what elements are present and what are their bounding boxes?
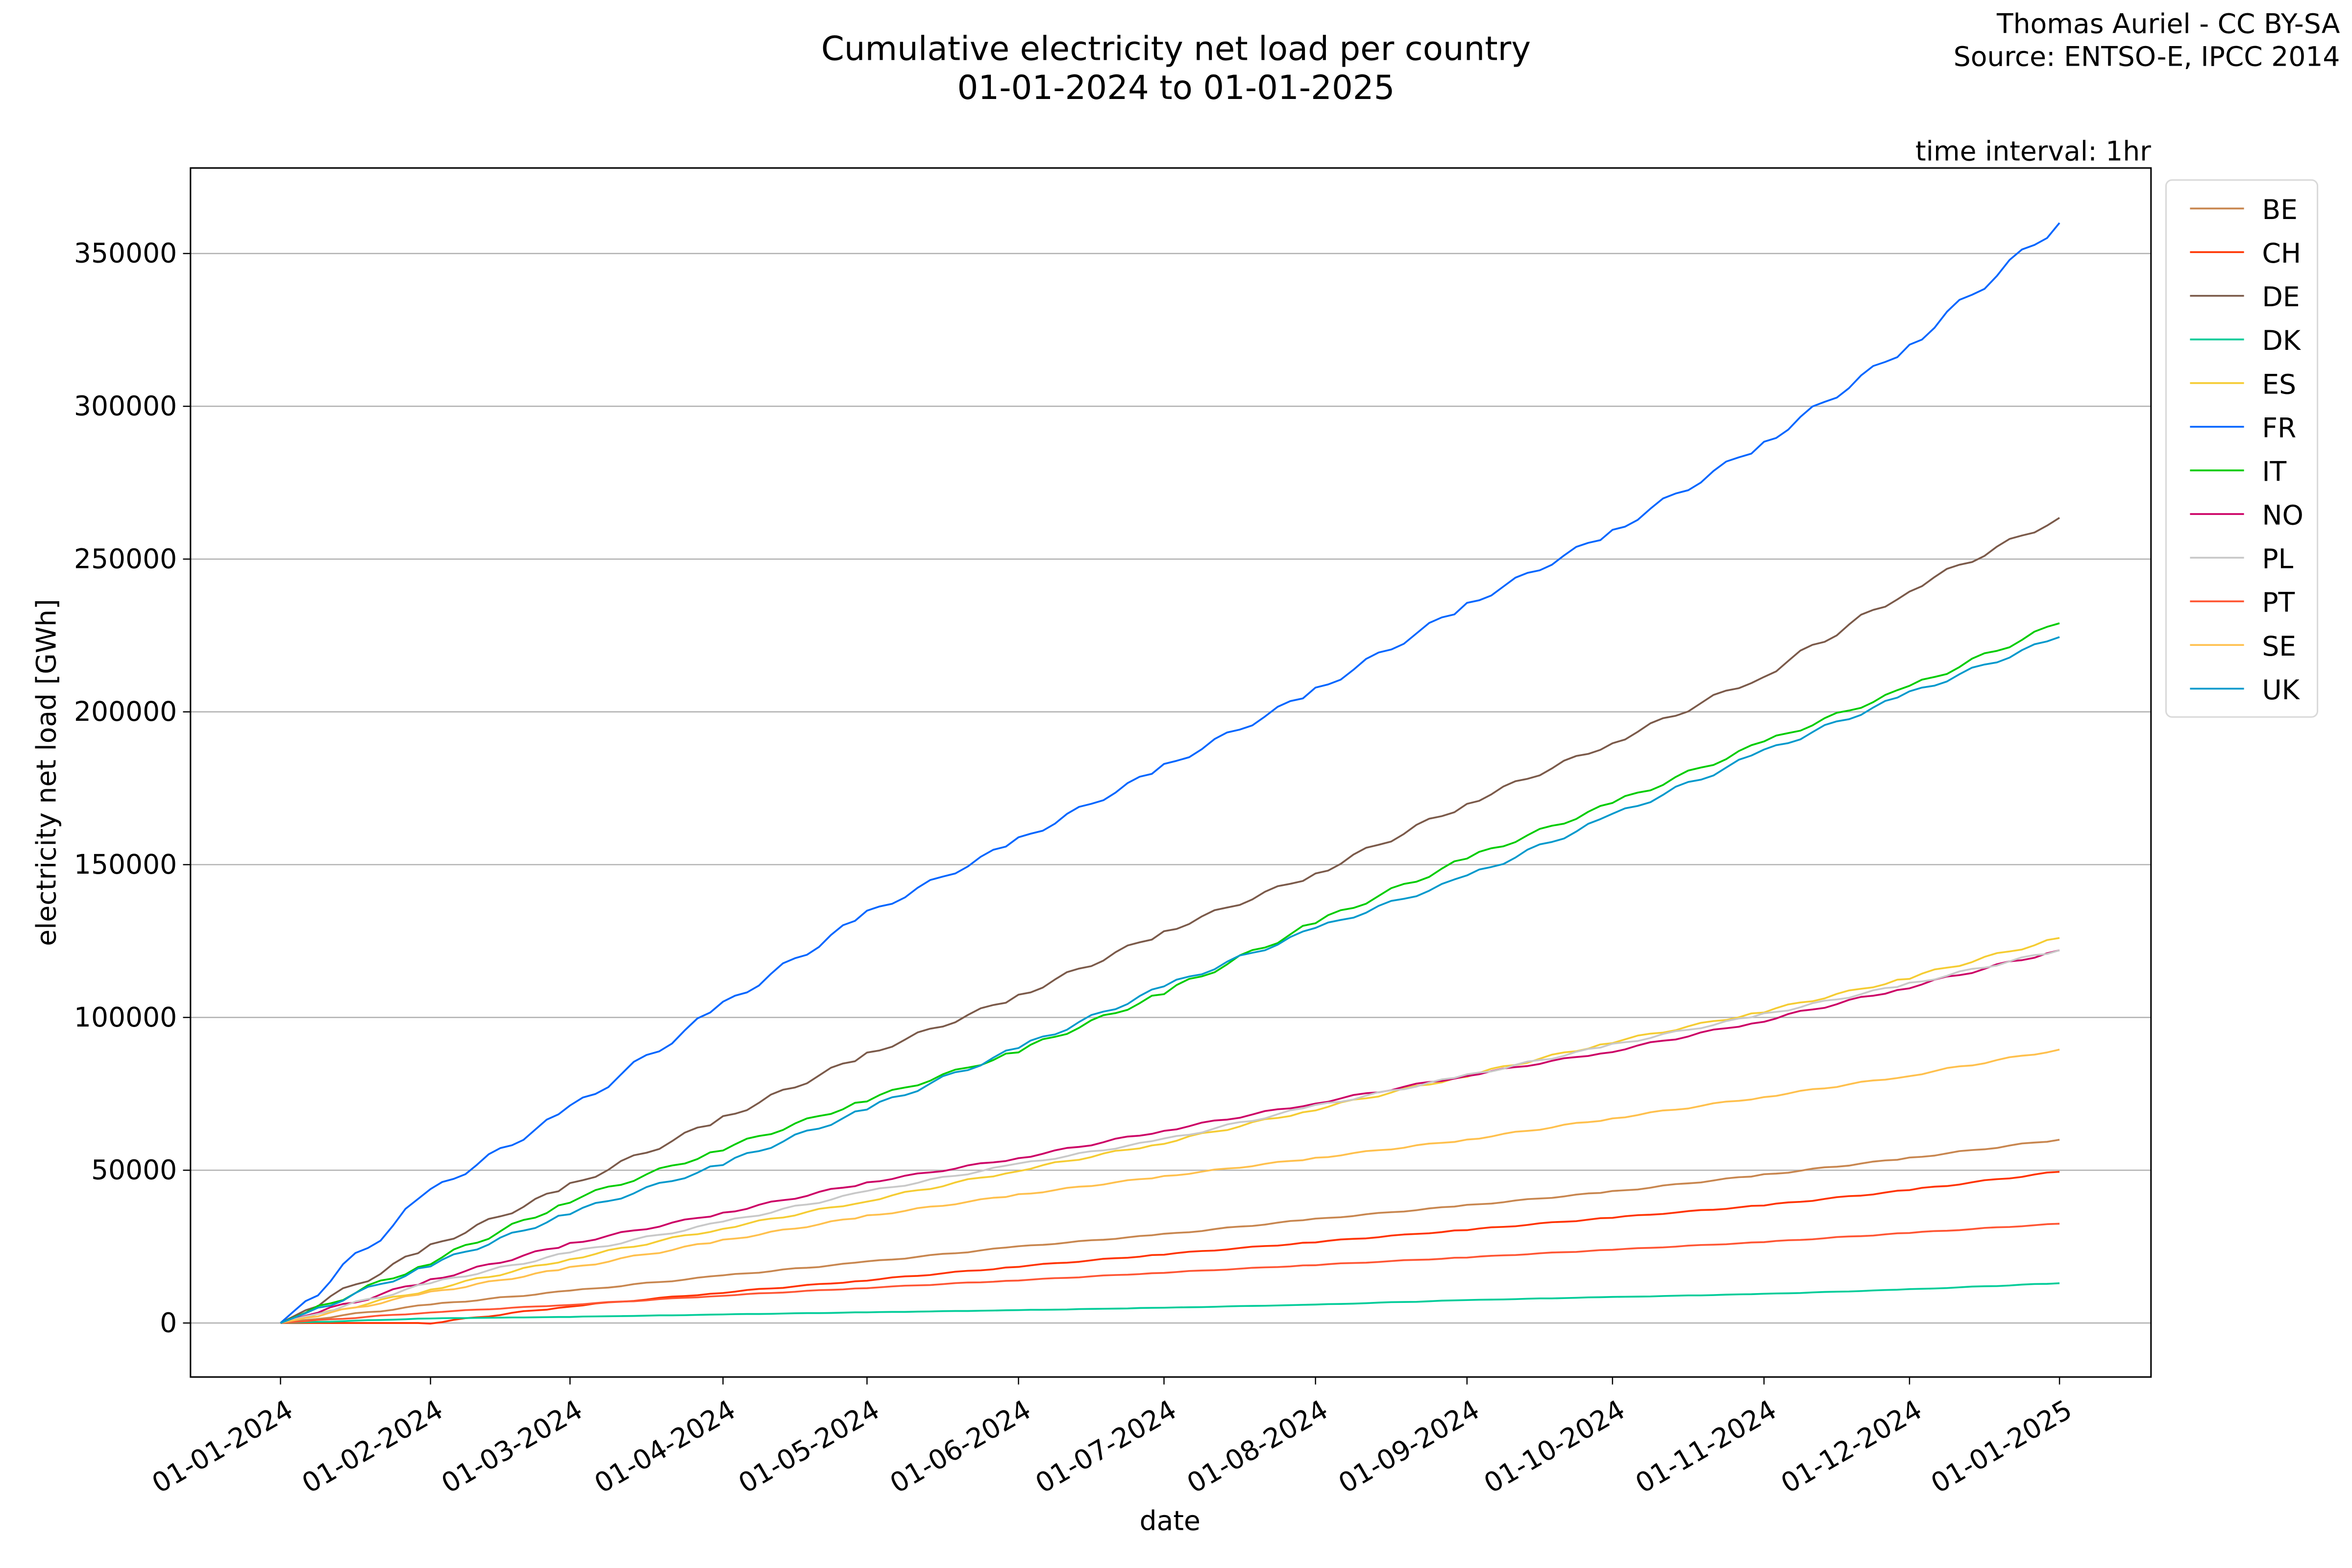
series-line-it	[280, 622, 2060, 1324]
legend-label: NO	[2262, 500, 2303, 531]
series-line-pt	[280, 1223, 2060, 1324]
legend-label: UK	[2262, 674, 2300, 706]
legend-label: FR	[2262, 412, 2296, 443]
series-line-fr	[280, 222, 2060, 1324]
series-line-se	[280, 1049, 2060, 1324]
y-tick-label: 50000	[91, 1154, 177, 1186]
y-tick-label: 350000	[74, 238, 177, 269]
series-lines	[280, 222, 2060, 1325]
series-line-uk	[280, 636, 2060, 1324]
legend: BE CH DE DK ES FR IT NO PL PT SE UK	[2165, 179, 2319, 718]
y-tick-label: 0	[160, 1307, 177, 1338]
legend-label: DE	[2262, 281, 2300, 313]
legend-label: BE	[2262, 194, 2298, 225]
legend-label: SE	[2262, 631, 2296, 662]
series-line-pl	[280, 949, 2060, 1324]
legend-label: CH	[2262, 238, 2301, 269]
legend-label: ES	[2262, 368, 2296, 400]
attribution-author: Thomas Auriel - CC BY-SA	[1996, 8, 2340, 39]
y-axis: 0 50000 100000 150000 200000 250000 300000 3500…	[74, 238, 191, 1338]
legend-label: DK	[2262, 325, 2301, 356]
chart-subtitle: 01-01-2024 to 01-01-2025	[957, 68, 1395, 107]
y-axis-label: electricity net load [GWh]	[30, 599, 62, 946]
time-interval-annotation: time interval: 1hr	[1915, 136, 2151, 167]
plot-frame	[190, 167, 2152, 1378]
series-line-dk	[280, 1282, 2060, 1324]
attribution-source: Source: ENTSO-E, IPCC 2014	[1954, 41, 2340, 73]
series-line-no	[280, 949, 2060, 1324]
chart-title: Cumulative electricity net load per coun…	[821, 29, 1531, 68]
legend-label: IT	[2262, 456, 2286, 487]
series-line-de	[280, 517, 2060, 1324]
y-tick-label: 250000	[74, 543, 177, 574]
y-tick-label: 150000	[74, 849, 177, 880]
legend-label: PL	[2262, 543, 2293, 575]
legend-label: PT	[2262, 587, 2295, 618]
grid	[190, 253, 2151, 1324]
y-tick-label: 100000	[74, 1002, 177, 1033]
series-line-be	[280, 1139, 2060, 1324]
series-line-ch	[280, 1171, 2060, 1325]
y-tick-label: 300000	[74, 391, 177, 422]
y-tick-label: 200000	[74, 696, 177, 727]
x-axis-label: date	[1140, 1505, 1200, 1536]
